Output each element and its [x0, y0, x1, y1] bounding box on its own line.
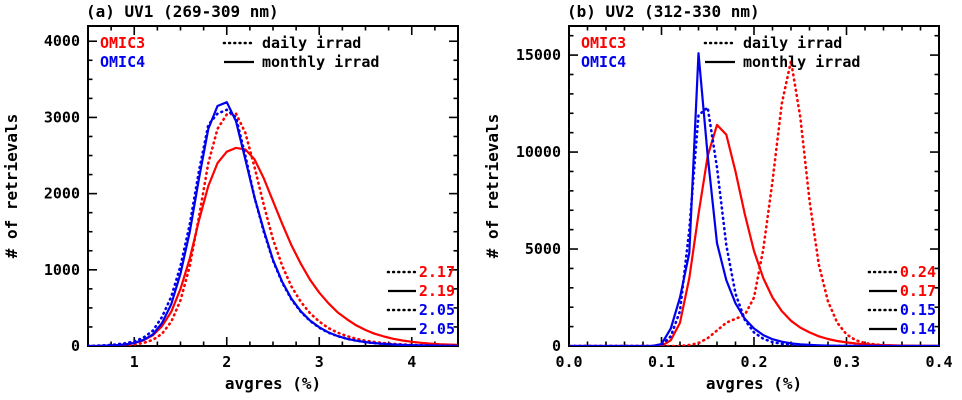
x-tick-label: 3 [315, 353, 324, 371]
series-omic3-monthly-irrad [569, 123, 939, 346]
stat-value: 2.19 [419, 282, 455, 300]
series-group [569, 52, 939, 346]
x-tick-label: 0.3 [833, 353, 860, 371]
chart-panel-b: 0.0 0.1 0.2 0.3 0.4 0 5000 10000 15000 (b) UV2 (3… [481, 0, 962, 400]
x-tick-label: 0.1 [648, 353, 675, 371]
y-tick-label: 3000 [44, 108, 80, 126]
legend-style-label: monthly irrad [743, 53, 860, 71]
chart-panel-a: 1 2 3 4 0 1000 2000 3000 4000 (a) UV1 (269-309 nm… [2, 2, 459, 393]
x-tick-label: 4 [407, 353, 416, 371]
stat-value: 0.17 [900, 282, 936, 300]
legend-style-label: daily irrad [743, 34, 842, 52]
x-tick-label: 2 [222, 353, 231, 371]
y-tick-label: 15000 [516, 46, 561, 64]
stat-value: 0.24 [900, 263, 936, 281]
legend-style-label: monthly irrad [262, 53, 379, 71]
axis-ticks [568, 26, 940, 347]
legend-model-label: OMIC4 [100, 53, 145, 71]
y-tick-label: 5000 [525, 240, 561, 258]
series-omic4-daily-irrad [569, 105, 939, 346]
series-omic3-monthly-irrad [88, 146, 458, 346]
axis-ticks [87, 26, 459, 347]
legend-model-label: OMIC3 [100, 34, 145, 52]
stat-value: 2.05 [419, 301, 455, 319]
x-tick-label: 0.4 [925, 353, 952, 371]
x-tick-label: 1 [130, 353, 139, 371]
series-omic4-monthly-irrad [569, 52, 939, 346]
y-axis-label: # of retrievals [483, 114, 502, 259]
y-tick-label: 4000 [44, 32, 80, 50]
y-tick-label: 2000 [44, 185, 80, 203]
stat-value: 0.15 [900, 301, 936, 319]
plot-frame [87, 25, 459, 347]
chart-title: (a) UV1 (269-309 nm) [86, 2, 279, 21]
stat-value: 2.17 [419, 263, 455, 281]
stat-value: 0.14 [900, 320, 936, 338]
series-omic4-monthly-irrad [88, 101, 458, 346]
stat-value: 2.05 [419, 320, 455, 338]
series-omic3-daily-irrad [569, 60, 939, 346]
y-axis-label: # of retrievals [2, 114, 21, 259]
x-tick-label: 0.2 [740, 353, 767, 371]
legend-style-label: daily irrad [262, 34, 361, 52]
y-tick-label: 0 [71, 337, 80, 355]
series-group [88, 101, 458, 346]
chart-title: (b) UV2 (312-330 nm) [567, 2, 760, 21]
y-tick-label: 0 [552, 337, 561, 355]
legend-model-label: OMIC3 [581, 34, 626, 52]
chart-a-canvas: 1 2 3 4 0 1000 2000 3000 4000 (a) UV1 (269-309 nm… [2, 2, 459, 393]
y-tick-label: 1000 [44, 261, 80, 279]
x-tick-label: 0.0 [555, 353, 582, 371]
x-axis-label: avgres (%) [225, 374, 321, 393]
chart-b-canvas: 0.0 0.1 0.2 0.3 0.4 0 5000 10000 15000 (b) UV2 (3… [483, 2, 953, 393]
legend-model-label: OMIC4 [581, 53, 626, 71]
x-axis-label: avgres (%) [706, 374, 802, 393]
y-tick-label: 10000 [516, 143, 561, 161]
series-omic3-daily-irrad [88, 112, 458, 346]
